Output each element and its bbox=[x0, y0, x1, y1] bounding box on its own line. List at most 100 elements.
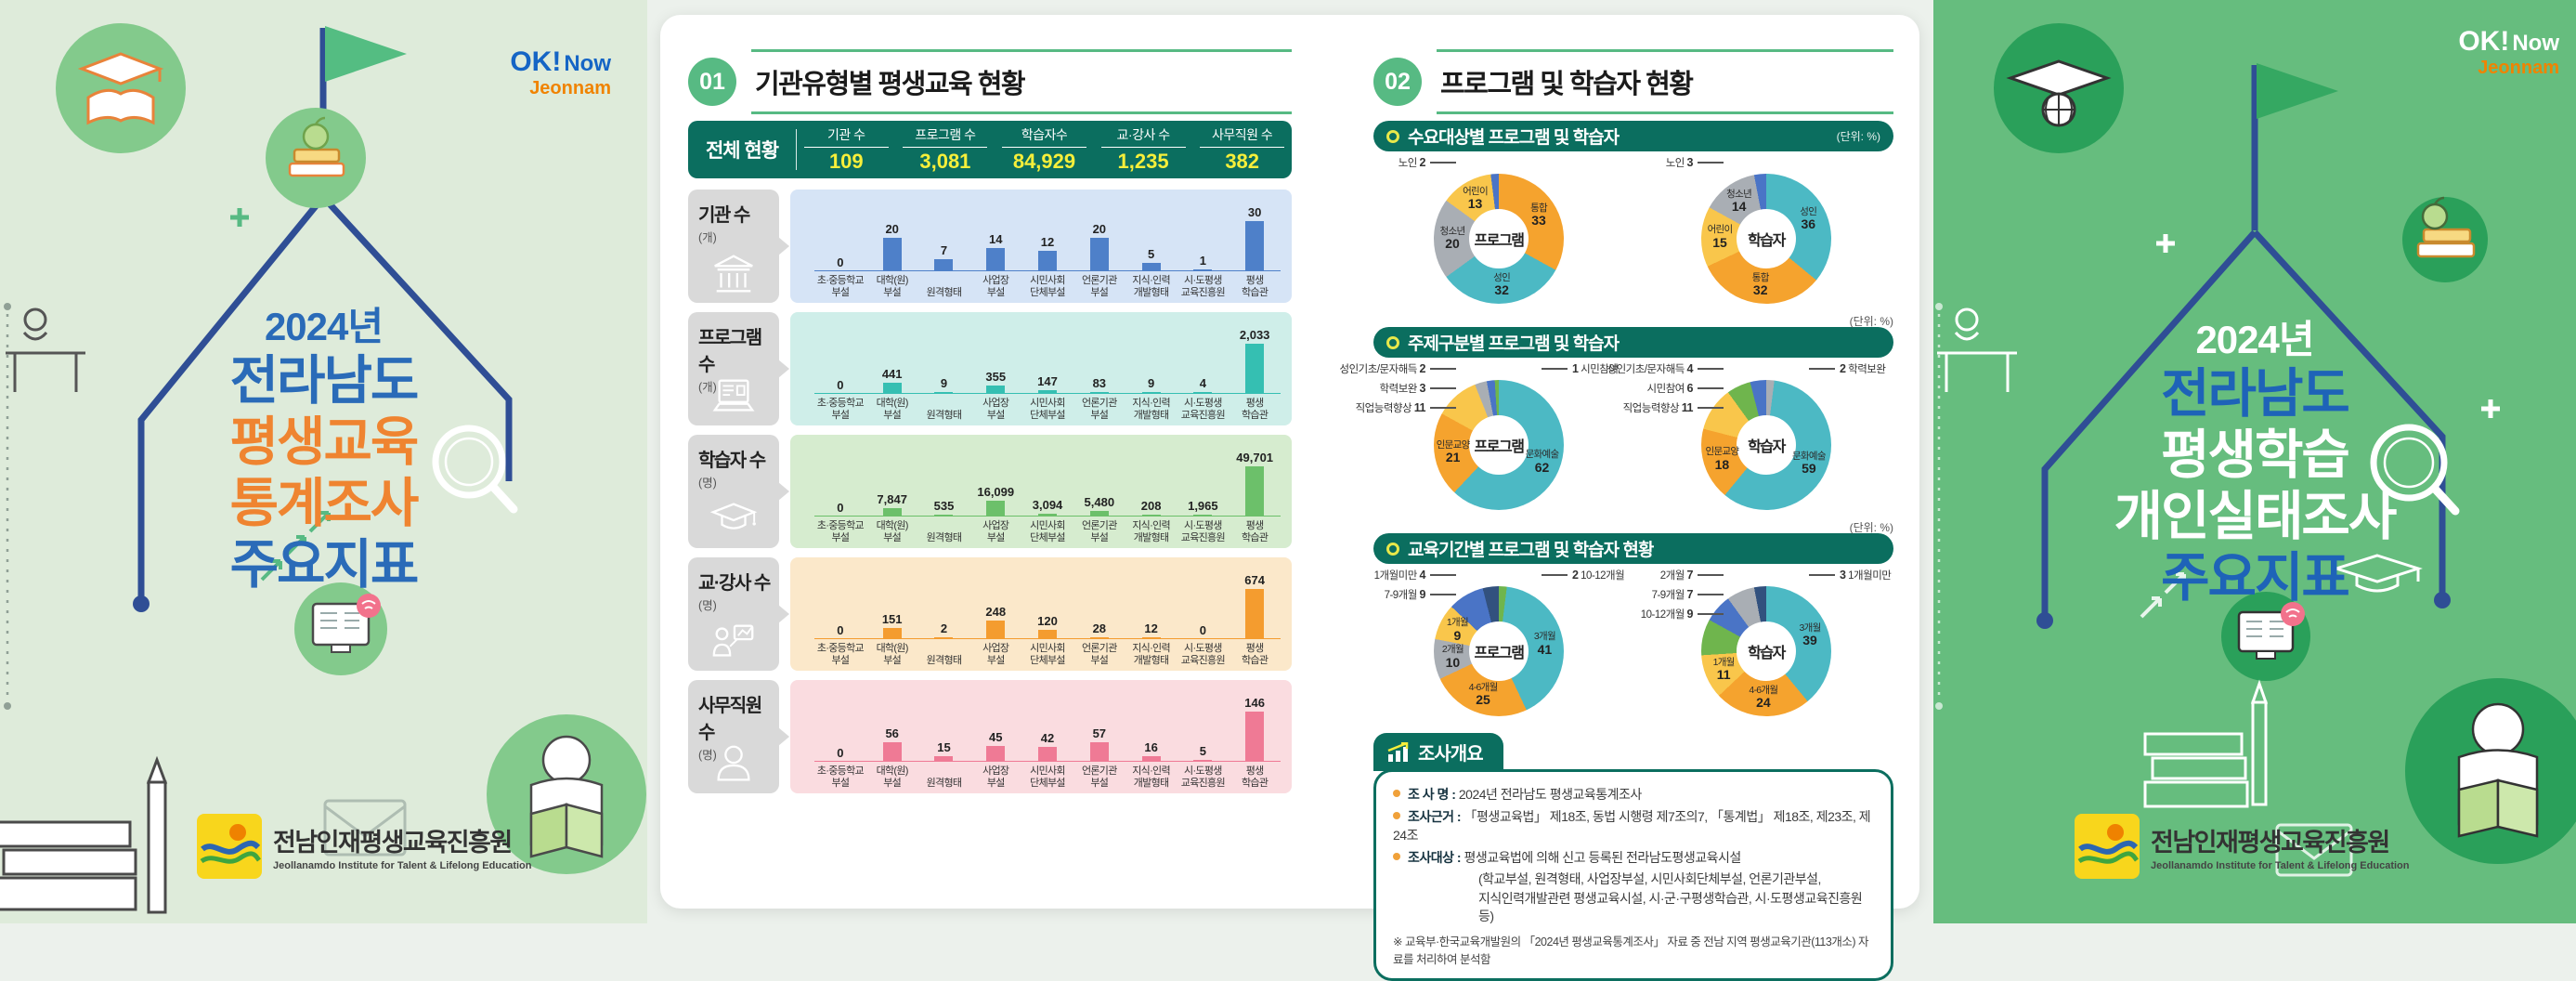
stats-card: 01 기관유형별 평생교육 현황 전체 현황 기관 수 109 프로그램 수 3,08… bbox=[660, 15, 1919, 981]
slice-label-name: 1개월 bbox=[1446, 617, 1469, 629]
bar-slot: 2,033 평생 학습관 bbox=[1229, 312, 1281, 425]
slice-label-value: 25 bbox=[1476, 692, 1490, 708]
callout-name: 10-12개월 bbox=[1640, 609, 1687, 621]
bar-slot: 535 원격형태 bbox=[918, 435, 970, 548]
callout-line bbox=[1542, 574, 1568, 576]
section1-header: 01 기관유형별 평생교육 현황 bbox=[688, 49, 1292, 114]
bar-chart: 0 초·중등학교 부설 441 대학(원) 부설 9 원격형태 355 사업장 부설 147 시민… bbox=[790, 312, 1292, 425]
bar-slot: 120 시민사회 단체부설 bbox=[1021, 557, 1073, 671]
right-cover-panel: OK! Now Jeonnam 2024년 전라남도 평생학습 개인실태조사 주요지표 전… bbox=[1933, 0, 2576, 923]
bar bbox=[934, 392, 954, 394]
person-desk-icon bbox=[1937, 307, 2017, 392]
donut-subsection: 수요대상별 프로그램 및 학습자 (단위: %) 프로그램 통합 33 성인 32 청소년 20… bbox=[1373, 121, 1893, 309]
donut-center: 학습자 bbox=[1737, 621, 1796, 681]
bar-value: 3,094 bbox=[1032, 498, 1063, 512]
section2-title-wrap: 프로그램 및 학습자 현황 bbox=[1437, 49, 1893, 114]
callout-value: 1 bbox=[1572, 362, 1579, 375]
bar-slot: 355 사업장 부설 bbox=[969, 312, 1021, 425]
donut-center-label: 학습자 bbox=[1748, 439, 1786, 455]
category-label: 언론기관 부설 bbox=[1081, 397, 1117, 422]
institute-logo-text: 전남인재평생교육진흥원 Jeollanamdo Institute for Ta… bbox=[273, 822, 531, 871]
summary-columns: 기관 수 109 프로그램 수 3,081 학습자수 84,929 교·강사 수 1,235 사… bbox=[796, 127, 1292, 173]
subsection-header: 교육기간별 프로그램 및 학습자 현황 bbox=[1373, 533, 1893, 564]
bar-slot: 2 원격형태 bbox=[918, 557, 970, 671]
donut-chart: 프로그램 통합 33 성인 32 청소년 20 어린이 13 노인 2 bbox=[1373, 153, 1626, 307]
donut-center-label: 프로그램 bbox=[1474, 233, 1525, 249]
ok-logo-now: Now bbox=[2512, 31, 2559, 56]
institute-name-en: Jeollanamdo Institute for Talent & Lifel… bbox=[2151, 859, 2410, 871]
slice-callout: 직업능력향상 11 bbox=[1356, 400, 1456, 415]
panel-title-line: 개인실태조사 bbox=[2114, 486, 2398, 546]
bar-chart: 0 초·중등학교 부설 7,847 대학(원) 부설 535 원격형태 16,099 사업장 … bbox=[790, 435, 1292, 548]
gradcap-icon bbox=[2332, 554, 2423, 593]
callout-name: 7-9개월 bbox=[1651, 590, 1687, 601]
slice-label-name: 어린이 bbox=[1463, 185, 1489, 197]
subsection-header: 수요대상별 프로그램 및 학습자 (단위: %) bbox=[1373, 121, 1893, 151]
category-label: 원격형태 bbox=[926, 532, 962, 544]
slice-label-name: 문화예술 bbox=[1791, 450, 1827, 462]
overview-item-text: 2024년 전라남도 평생교육통계조사 bbox=[1458, 787, 1642, 802]
slice-label: 1개월 11 bbox=[1713, 657, 1736, 682]
bar-value: 16,099 bbox=[977, 485, 1015, 499]
slice-callout: 1개월미만 4 bbox=[1374, 568, 1456, 582]
summary-column: 프로그램 수 3,081 bbox=[896, 127, 995, 173]
slice-label-name: 4-6개월 bbox=[1468, 681, 1499, 693]
section2-title: 프로그램 및 학습자 현황 bbox=[1440, 70, 1694, 99]
category-label: 사업장 부설 bbox=[982, 274, 1009, 299]
slice-label-name: 4-6개월 bbox=[1749, 684, 1778, 696]
chart-label-box: 교·강사 수 (명) bbox=[688, 557, 789, 671]
callout-line bbox=[1698, 407, 1724, 409]
bar-slot: 151 대학(원) 부설 bbox=[866, 557, 918, 671]
callout-value: 6 bbox=[1686, 382, 1694, 395]
slice-label-name: 인문교양 bbox=[1436, 438, 1471, 451]
institute-logo: 전남인재평생교육진흥원 Jeollanamdo Institute for Ta… bbox=[197, 814, 531, 879]
callout-name: 노인 bbox=[1665, 158, 1687, 169]
bar-value: 9 bbox=[1147, 376, 1155, 390]
bar bbox=[1141, 515, 1161, 517]
chart-arrow-icon bbox=[1387, 741, 1409, 762]
callout-value: 3 bbox=[1419, 382, 1426, 395]
bar-slots: 0 초·중등학교 부설 7,847 대학(원) 부설 535 원격형태 16,099 사업장 … bbox=[814, 435, 1281, 548]
callout-name: 시민참여 bbox=[1578, 364, 1619, 375]
category-label: 사업장 부설 bbox=[982, 765, 1009, 790]
callout-value: 2 bbox=[1419, 156, 1426, 169]
donut-subsection: (단위: %) 교육기간별 프로그램 및 학습자 현황 프로그램 3개월 41 4-6개월… bbox=[1373, 519, 1893, 722]
callout-value: 2 bbox=[1572, 569, 1579, 582]
slice-label-value: 33 bbox=[1531, 212, 1546, 228]
label-arrow bbox=[778, 727, 789, 746]
bar-slot: 7,847 대학(원) 부설 bbox=[866, 435, 918, 548]
slice-label: 3개월 41 bbox=[1534, 631, 1556, 656]
institute-logo-mark bbox=[197, 814, 262, 879]
books-pencil-icon bbox=[2143, 679, 2269, 808]
bar-value: 9 bbox=[940, 376, 948, 390]
ok-logo-jeonnam: Jeonnam bbox=[2478, 58, 2559, 78]
person-icon bbox=[709, 740, 758, 789]
bar-slot: 7 원격형태 bbox=[918, 190, 970, 303]
bar-slot: 12 지식·인력 개발형태 bbox=[1125, 557, 1177, 671]
bar-slot: 0 초·중등학교 부설 bbox=[814, 557, 866, 671]
donut-subsection: (단위: %) 주제구분별 프로그램 및 학습자 프로그램 문화예술 62 인문교양 21 성… bbox=[1340, 313, 1893, 516]
slice-label-value: 15 bbox=[1712, 234, 1727, 250]
category-label: 평생 학습관 bbox=[1242, 765, 1268, 790]
bar-slot: 1 시·도평생 교육진흥원 bbox=[1177, 190, 1229, 303]
bar bbox=[1141, 263, 1161, 271]
bar bbox=[934, 637, 954, 639]
label-arrow bbox=[778, 605, 789, 623]
category-label: 시·도평생 교육진흥원 bbox=[1180, 642, 1226, 667]
slice-label-name: 청소년 bbox=[1439, 225, 1466, 237]
bank-icon bbox=[709, 250, 758, 298]
right-panel-title: 2024년 전라남도 평생학습 개인실태조사 주요지표 bbox=[1933, 318, 2576, 608]
category-label: 평생 학습관 bbox=[1242, 642, 1268, 667]
monitor-book-icon bbox=[294, 582, 387, 675]
slice-label-value: 21 bbox=[1445, 449, 1461, 464]
bar-slots: 0 초·중등학교 부설 151 대학(원) 부설 2 원격형태 248 사업장 부설 120 시민… bbox=[814, 557, 1281, 671]
overview-item-text: 「평생교육법」 제18조, 동법 시행령 제7조의7, 「통계법」 제18조, … bbox=[1393, 809, 1871, 843]
category-label: 지식·인력 개발형태 bbox=[1132, 274, 1170, 299]
callout-line bbox=[1698, 368, 1724, 370]
ok-logo-jeonnam: Jeonnam bbox=[529, 78, 611, 98]
category-label: 초·중등학교 부설 bbox=[816, 519, 865, 544]
bar-slot: 16 지식·인력 개발형태 bbox=[1125, 680, 1177, 793]
slice-callout: 학력보완 3 bbox=[1380, 381, 1456, 396]
callout-line bbox=[1430, 407, 1456, 409]
plus-icon bbox=[230, 208, 249, 227]
